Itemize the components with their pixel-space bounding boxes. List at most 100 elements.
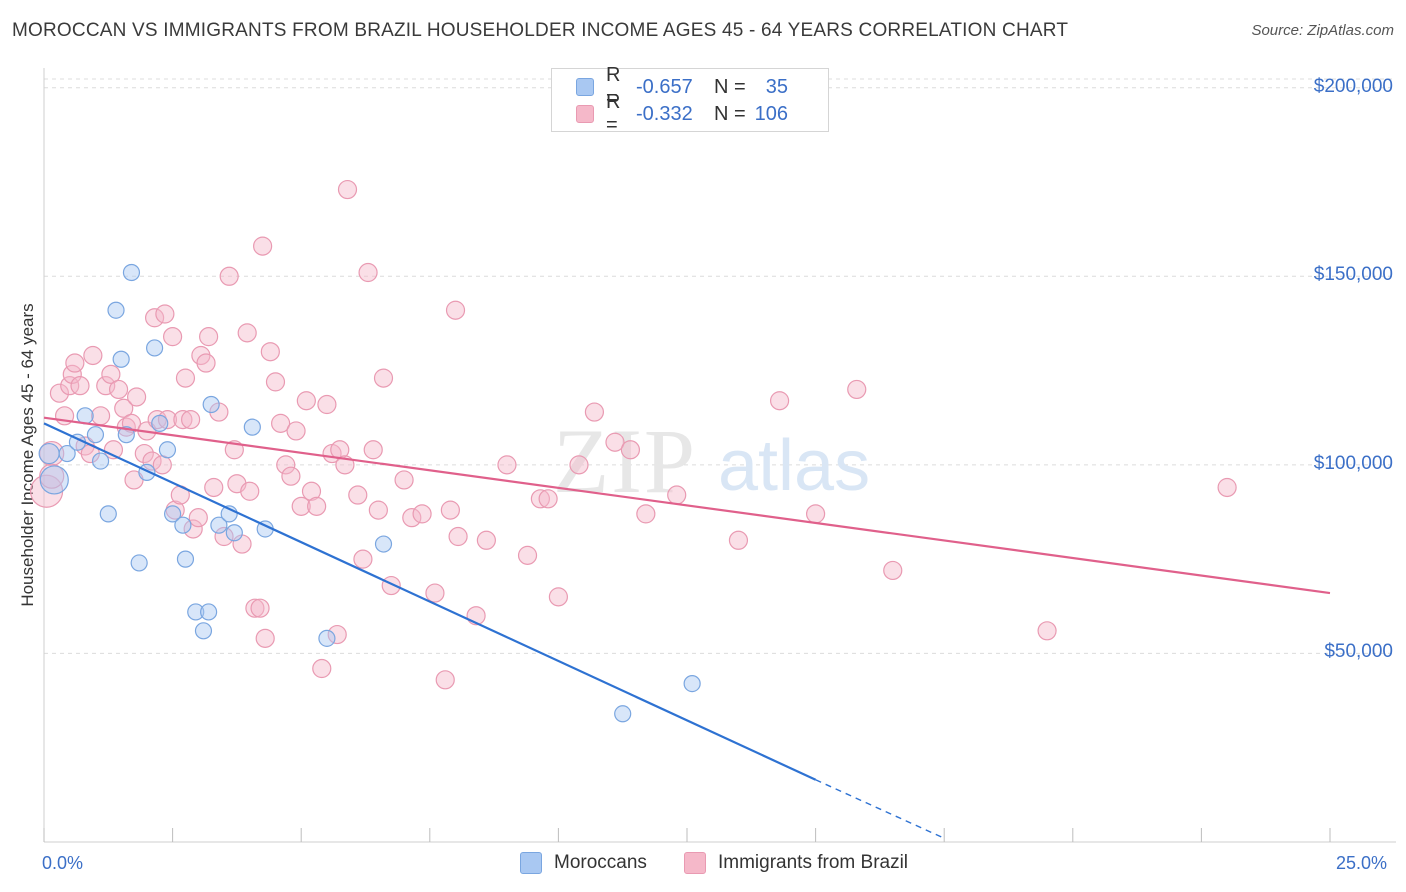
brazil-point xyxy=(348,485,368,505)
moroccan-point xyxy=(210,516,228,534)
brazil-point xyxy=(301,481,322,501)
moroccan-point xyxy=(683,674,701,693)
chart-title: MOROCCAN VS IMMIGRANTS FROM BRAZIL HOUSE… xyxy=(12,20,1069,41)
grid-lines xyxy=(44,78,1396,654)
brazil-point xyxy=(196,353,216,373)
watermark: ZIP atlas xyxy=(553,410,870,512)
brazil-point xyxy=(250,598,270,618)
brazil-point xyxy=(1217,477,1237,498)
watermark-atlas: atlas xyxy=(718,426,870,506)
brazil-point xyxy=(214,526,234,547)
brazil-point xyxy=(90,406,111,426)
brazil-point xyxy=(394,470,414,490)
moroccan-point xyxy=(187,603,205,621)
moroccan-point xyxy=(99,505,117,523)
moroccan-point xyxy=(107,301,125,319)
brazil-point xyxy=(96,376,116,396)
n-label: N = xyxy=(714,75,746,98)
brazil-point xyxy=(584,402,605,422)
n-value: 35 xyxy=(765,75,788,98)
brazil-point xyxy=(163,327,183,347)
brazil-point xyxy=(286,421,306,441)
brazil-point xyxy=(847,379,867,400)
brazil-point xyxy=(312,658,332,679)
brazil-point xyxy=(265,372,286,392)
y-tick-label: $100,000 xyxy=(1313,452,1393,474)
moroccan-point xyxy=(614,705,632,723)
brazil-point xyxy=(83,345,103,366)
brazil-point xyxy=(65,353,85,373)
brazil-point xyxy=(368,500,388,520)
brazil-point xyxy=(363,440,383,460)
r-value: -0.332 xyxy=(636,102,693,125)
brazil-point xyxy=(373,368,394,388)
legend-row-moroccans: R = -0.657 N = 35 xyxy=(576,64,788,109)
brazil-point xyxy=(173,410,193,430)
brazil-point xyxy=(260,342,280,362)
brazil-point xyxy=(337,179,358,200)
moroccan-trend-extension xyxy=(815,779,945,839)
brazil-point xyxy=(114,398,134,418)
moroccan-point xyxy=(112,350,130,368)
brazil-point xyxy=(183,519,203,539)
brazil-point xyxy=(805,504,826,524)
x-tick-min: 0.0% xyxy=(42,853,84,873)
brazil-point xyxy=(769,391,790,411)
correlation-legend: R = -0.657 N = 35 R = -0.332 N = 106 xyxy=(551,64,829,136)
moroccan-trend-line xyxy=(43,422,817,781)
brazil-point xyxy=(327,624,347,645)
brazil-point xyxy=(152,455,172,475)
brazil-point xyxy=(636,504,656,524)
legend-item-moroccans[interactable]: Moroccans xyxy=(520,852,647,874)
brazil-point xyxy=(255,628,275,648)
brazil-point xyxy=(291,496,311,516)
moroccan-point xyxy=(202,395,220,414)
brazil-point xyxy=(49,383,70,403)
legend-item-brazil[interactable]: Immigrants from Brazil xyxy=(684,852,908,874)
moroccan-point xyxy=(318,629,336,647)
watermark-zip: ZIP xyxy=(553,410,697,512)
brazil-point xyxy=(448,526,468,547)
legend-label: Moroccans xyxy=(554,852,647,873)
brazil-point xyxy=(62,364,82,384)
brazil-trend-line xyxy=(43,416,1331,595)
brazil-point xyxy=(142,451,162,471)
brazil-point xyxy=(253,236,273,256)
brazil-point xyxy=(728,530,749,550)
brazil-point xyxy=(101,364,121,384)
brazil-point xyxy=(517,545,538,565)
brazil-point xyxy=(199,327,219,347)
brazil-point xyxy=(435,670,455,690)
brazil-point xyxy=(425,583,445,603)
brazil-point xyxy=(219,266,239,286)
brazil-point xyxy=(412,504,432,524)
moroccan-point xyxy=(174,516,192,534)
moroccan-point xyxy=(58,444,76,463)
brazil-point xyxy=(237,323,257,343)
moroccan-point xyxy=(38,442,60,465)
brazil-point xyxy=(281,466,301,486)
brazil-point xyxy=(548,587,569,607)
moroccan-point xyxy=(200,603,218,621)
brazil-point xyxy=(667,485,687,505)
brazil-point xyxy=(358,262,378,283)
brazil-point xyxy=(245,598,265,618)
moroccan-point xyxy=(194,622,213,640)
brazil-point xyxy=(60,376,80,396)
legend-row-brazil: R = -0.332 N = 106 xyxy=(576,91,788,136)
y-tick-label: $200,000 xyxy=(1313,75,1393,97)
brazil-point xyxy=(276,455,296,475)
brazil-point xyxy=(402,508,422,528)
moroccan-point xyxy=(176,550,195,568)
brazil-point xyxy=(121,413,142,433)
brazil-point xyxy=(530,489,550,509)
brazil-point xyxy=(883,560,903,581)
brazil-point xyxy=(144,308,165,328)
brazil-point xyxy=(126,387,147,407)
brazil-point xyxy=(108,379,129,400)
brazil-point xyxy=(497,455,517,475)
n-label: N = xyxy=(714,102,746,125)
moroccan-point xyxy=(122,263,141,282)
moroccan-point xyxy=(130,554,148,572)
